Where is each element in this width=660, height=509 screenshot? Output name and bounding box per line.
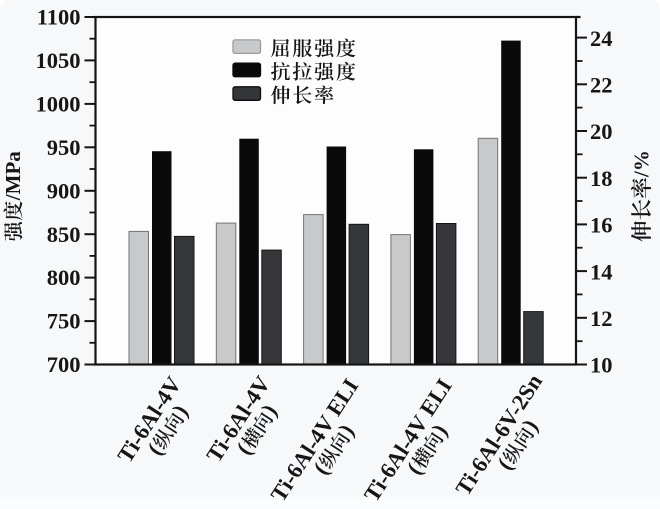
svg-text:12: 12 xyxy=(590,306,613,331)
svg-text:(: ( xyxy=(231,439,256,459)
svg-text:22: 22 xyxy=(590,73,613,98)
svg-text:): ) xyxy=(518,415,543,435)
svg-text:(: ( xyxy=(402,459,427,479)
svg-text:1000: 1000 xyxy=(36,92,81,117)
svg-text:/MPa: /MPa xyxy=(1,151,25,201)
svg-text:16: 16 xyxy=(590,213,613,238)
svg-text:20: 20 xyxy=(590,119,613,144)
svg-text:): ) xyxy=(427,420,452,440)
svg-text:(: ( xyxy=(492,454,517,474)
svg-text:850: 850 xyxy=(47,222,81,247)
svg-text:750: 750 xyxy=(47,309,81,334)
svg-text:): ) xyxy=(168,400,193,420)
svg-text:1050: 1050 xyxy=(36,48,81,73)
svg-text:700: 700 xyxy=(47,352,81,377)
svg-text:900: 900 xyxy=(47,178,81,203)
svg-text:(: ( xyxy=(308,459,333,479)
svg-text:): ) xyxy=(334,420,359,440)
svg-text:18: 18 xyxy=(590,166,613,191)
svg-text:10: 10 xyxy=(590,353,613,378)
svg-text:14: 14 xyxy=(590,259,613,284)
svg-text:/%: /% xyxy=(629,150,653,178)
svg-text:950: 950 xyxy=(47,135,81,160)
svg-text:1100: 1100 xyxy=(37,5,81,30)
svg-text:24: 24 xyxy=(590,26,613,51)
svg-text:): ) xyxy=(257,400,282,420)
svg-text:(: ( xyxy=(142,440,167,460)
svg-text:800: 800 xyxy=(47,265,81,290)
